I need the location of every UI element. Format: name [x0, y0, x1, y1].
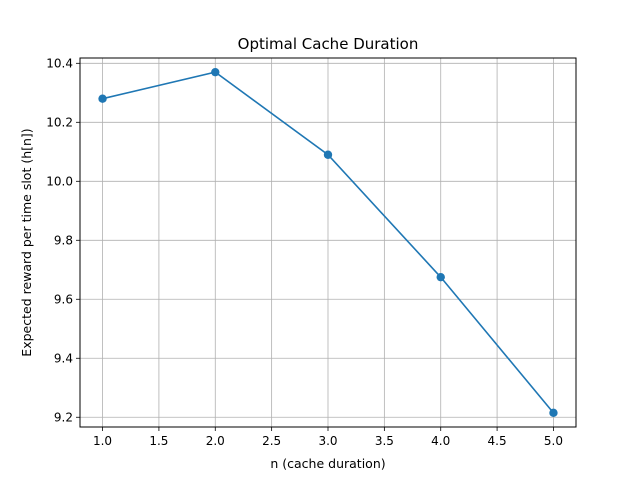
y-tick-label: 10.0 [46, 174, 73, 188]
y-tick-label: 9.6 [54, 292, 73, 306]
x-tick-label: 4.0 [431, 434, 450, 448]
y-tick-label: 9.2 [54, 410, 73, 424]
data-point [436, 272, 445, 282]
data-point [549, 408, 558, 418]
x-tick-label: 5.0 [544, 434, 563, 448]
data-point [98, 94, 107, 103]
x-tick-label: 2.0 [206, 434, 225, 448]
data-point [211, 67, 220, 77]
series-layer [98, 67, 558, 418]
ticks: 1.0 1.5 2.0 2.5 3.0 3.5 4.0 4.5 5.0 9.2 9.4 9.6 9.8 1… [46, 56, 563, 448]
y-tick-label: 10.4 [46, 56, 73, 70]
y-tick-label: 9.8 [54, 233, 73, 247]
data-point [323, 150, 333, 159]
y-tick-label: 10.2 [46, 115, 73, 129]
x-tick-label: 3.0 [318, 434, 337, 448]
x-tick-label: 2.5 [262, 434, 281, 448]
chart-title: Optimal Cache Duration [238, 35, 419, 53]
y-axis-label: Expected reward per time slot (h[n]) [19, 128, 34, 356]
x-axis-label: n (cache duration) [270, 456, 385, 471]
x-tick-label: 4.5 [488, 434, 507, 448]
x-tick-label: 3.5 [375, 434, 394, 448]
grid [80, 58, 576, 427]
x-tick-label: 1.5 [149, 434, 168, 448]
y-tick-label: 9.4 [54, 351, 73, 365]
x-tick-label: 1.0 [93, 434, 112, 448]
